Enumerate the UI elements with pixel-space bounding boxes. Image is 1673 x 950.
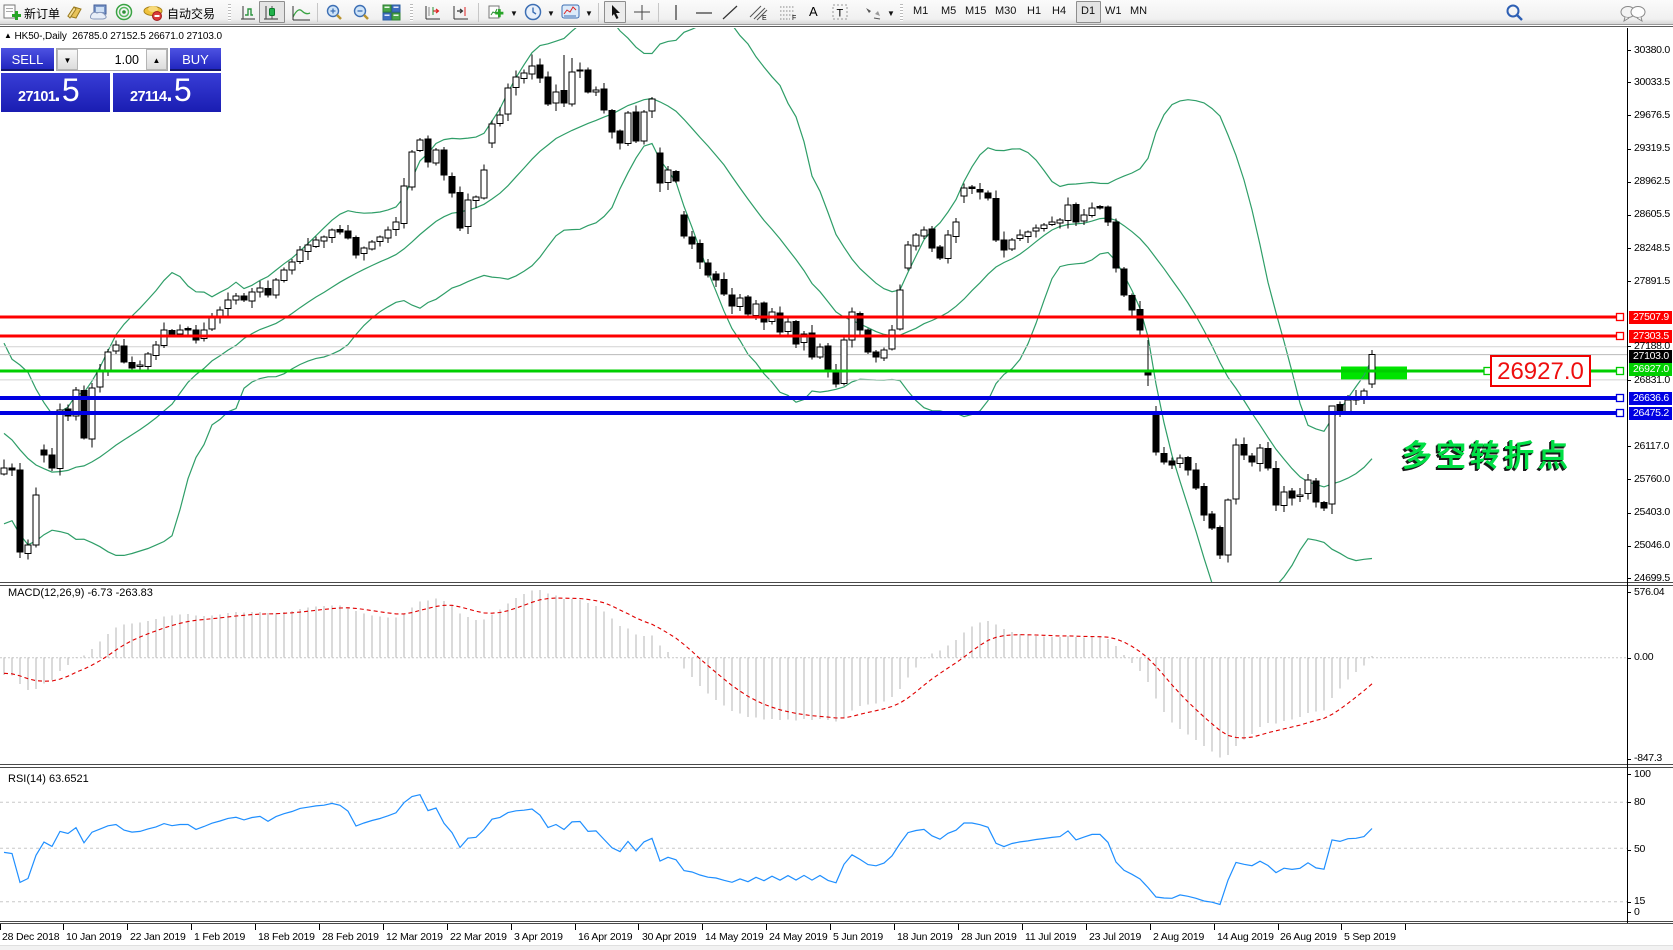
svg-text:E: E xyxy=(762,15,767,21)
svg-text:T: T xyxy=(837,8,844,20)
svg-text:F: F xyxy=(792,15,796,21)
